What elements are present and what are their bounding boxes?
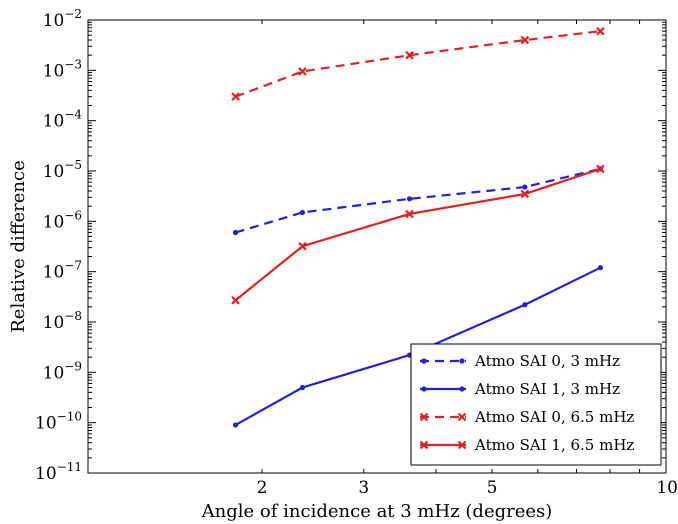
- marker-stroke: [405, 209, 414, 219]
- marker-stroke: [596, 26, 605, 36]
- data-point: [520, 35, 530, 45]
- y-axis-label: Relative difference: [8, 160, 29, 333]
- marker-stroke: [596, 164, 605, 174]
- marker-stroke: [520, 189, 530, 199]
- x-tick-label: 10: [656, 478, 678, 498]
- legend-entry: Atmo SAI 1, 3 mHz: [420, 380, 620, 398]
- series-2: [232, 265, 603, 428]
- data-point: [406, 196, 413, 202]
- marker-stroke: [419, 440, 429, 450]
- legend-label: Atmo SAI 1, 3 mHz: [474, 380, 620, 398]
- legend-label: Atmo SAI 1, 6.5 mHz: [474, 436, 634, 454]
- y-tick-label: 10−8: [43, 309, 82, 333]
- data-point: [596, 26, 605, 36]
- data-point: [299, 384, 306, 391]
- series-line: [235, 167, 601, 234]
- data-point: [522, 302, 528, 308]
- data-point: [298, 241, 307, 251]
- marker-stroke: [231, 92, 240, 101]
- marker-stroke: [298, 241, 307, 251]
- data-point: [299, 209, 306, 216]
- data-point: [459, 358, 465, 364]
- legend-entry: Atmo SAI 1, 6.5 mHz: [419, 436, 634, 454]
- data-point: [421, 386, 427, 392]
- data-point: [419, 412, 429, 422]
- legend-label: Atmo SAI 0, 3 mHz: [474, 352, 620, 370]
- data-point: [419, 440, 429, 450]
- x-tick-label: 3: [358, 478, 369, 498]
- data-point: [596, 164, 605, 174]
- y-tick-label: 10−10: [35, 410, 82, 434]
- data-point: [232, 229, 239, 236]
- marker-stroke: [231, 296, 240, 305]
- y-tick-label: 10−11: [35, 460, 82, 484]
- data-point: [522, 184, 528, 190]
- marker-stroke: [298, 67, 307, 76]
- y-tick-label: 10−2: [43, 7, 82, 31]
- data-point: [421, 358, 427, 364]
- x-tick-label: 2: [257, 478, 268, 498]
- data-point: [232, 422, 239, 428]
- data-point: [231, 296, 240, 305]
- data-point: [597, 265, 603, 271]
- marker-stroke: [520, 35, 530, 45]
- y-tick-label: 10−5: [43, 158, 82, 182]
- data-point: [231, 92, 240, 101]
- data-point: [405, 50, 414, 60]
- plot-frame: [87, 19, 667, 474]
- y-tick-label: 10−4: [43, 108, 83, 132]
- y-tick-label: 10−9: [43, 359, 82, 383]
- data-point: [298, 67, 307, 76]
- axes-layer: 10−11 10−10 10−9 10−8 10−7 10−6 10−5 10−4 10−3 10…: [35, 7, 678, 498]
- data-point: [457, 412, 467, 422]
- y-tick-label: 10−7: [43, 259, 82, 283]
- x-tick-label: 5: [487, 478, 498, 498]
- legend-entry: Atmo SAI 0, 3 mHz: [420, 352, 620, 370]
- data-point: [520, 189, 530, 199]
- marker-stroke: [457, 440, 467, 450]
- x-axis-label: Angle of incidence at 3 mHz (degrees): [201, 501, 553, 522]
- marker-stroke: [405, 50, 414, 60]
- data-point: [405, 209, 414, 219]
- legend: Atmo SAI 0, 3 mHz Atmo SAI 1, 3 mHz Atmo S…: [410, 343, 662, 466]
- legend-label: Atmo SAI 0, 6.5 mHz: [474, 408, 634, 426]
- series-4: [231, 164, 605, 305]
- y-tick-label: 10−6: [43, 208, 82, 232]
- series-layer: [231, 26, 605, 428]
- series-3: [231, 26, 605, 101]
- series-line: [235, 30, 601, 98]
- legend-entry: Atmo SAI 0, 6.5 mHz: [419, 408, 634, 426]
- y-tick-label: 10−3: [43, 57, 82, 81]
- data-point: [457, 440, 467, 450]
- marker-stroke: [457, 412, 467, 422]
- marker-stroke: [419, 412, 429, 422]
- data-point: [459, 386, 465, 392]
